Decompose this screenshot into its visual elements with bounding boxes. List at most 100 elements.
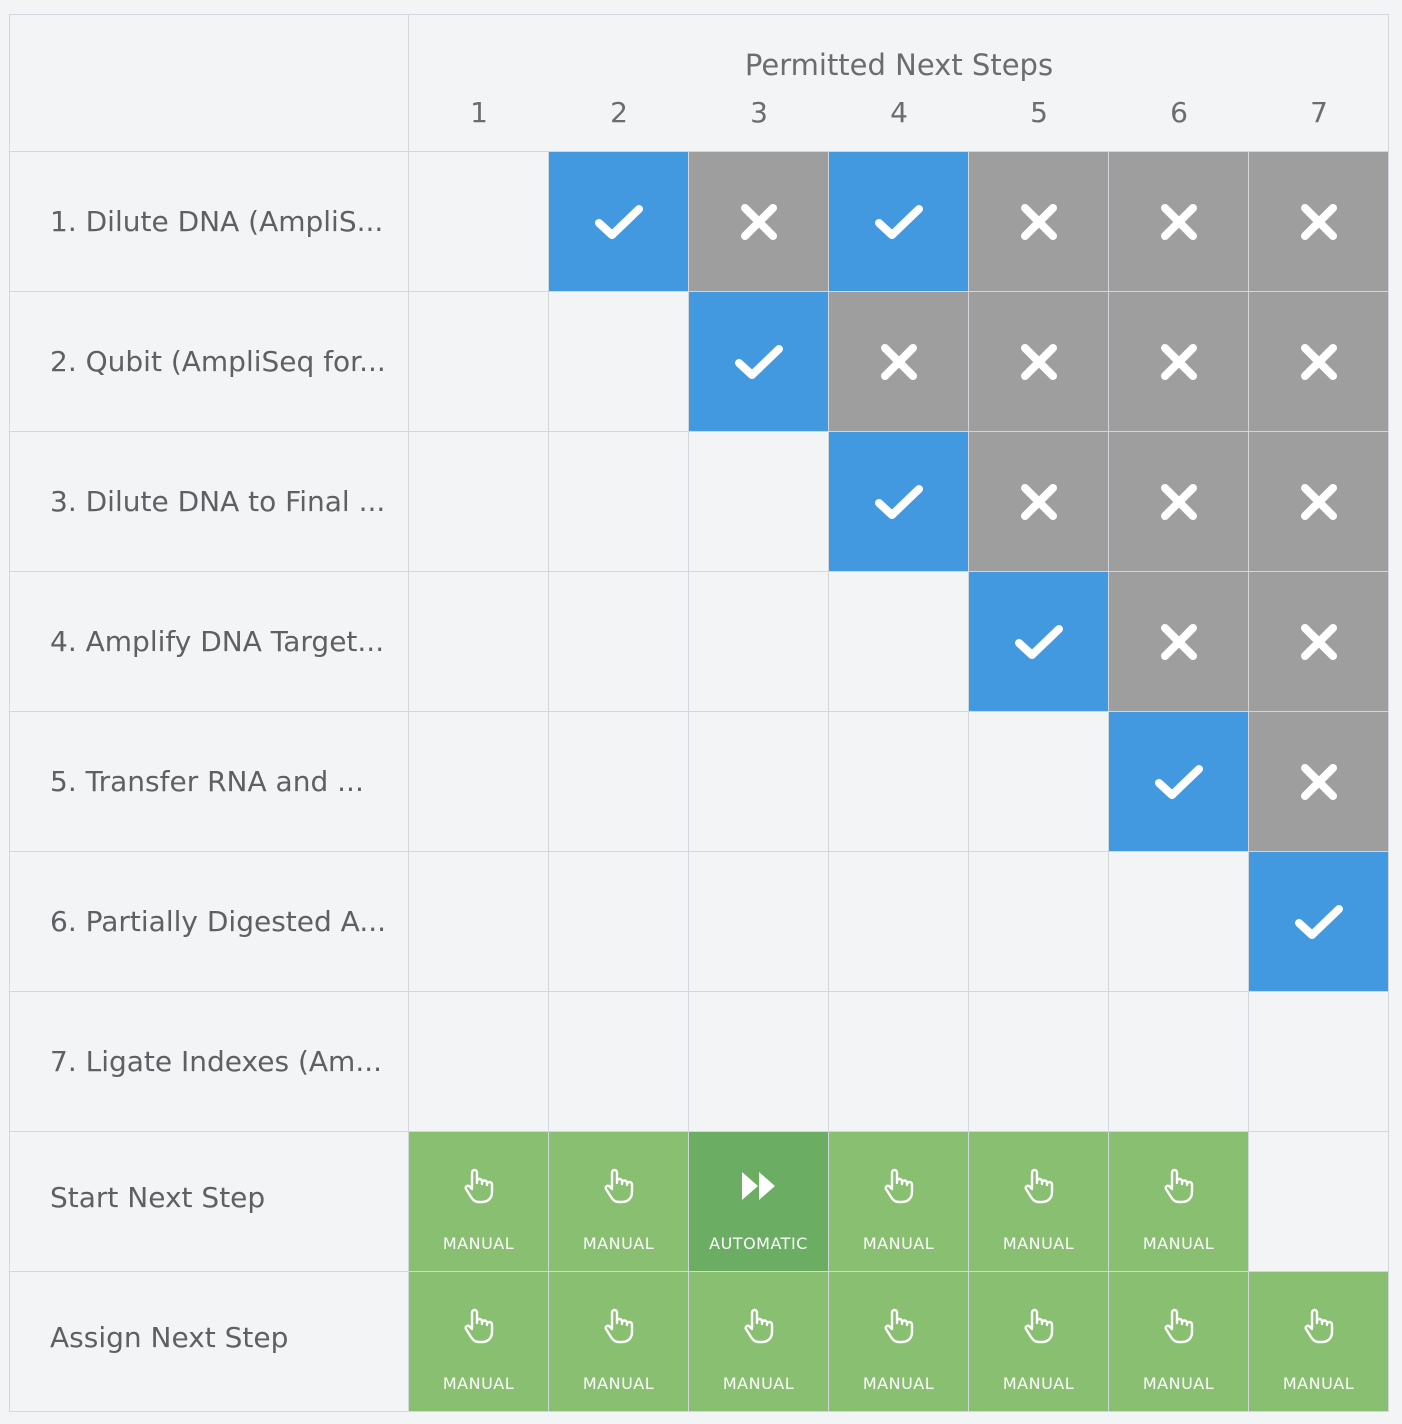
transition-cell-2-6[interactable] <box>1109 292 1249 432</box>
hand-pointer-icon <box>464 1168 493 1204</box>
icon-wrap <box>1159 1306 1199 1346</box>
icon-wrap <box>739 1306 779 1346</box>
transition-cell-2-5[interactable] <box>969 292 1109 432</box>
manual-button[interactable]: MANUAL <box>969 1272 1109 1412</box>
check-icon <box>874 484 923 519</box>
column-header-6: 6 <box>1170 96 1188 129</box>
x-icon <box>1020 203 1057 240</box>
icon-wrap <box>1299 1306 1339 1346</box>
transition-cell-3-6[interactable] <box>1109 432 1249 572</box>
check-icon <box>874 204 923 239</box>
automatic-button[interactable]: AUTOMATIC <box>689 1132 829 1272</box>
icon-wrap <box>459 1166 499 1206</box>
empty-cell <box>549 992 689 1132</box>
empty-cell <box>689 712 829 852</box>
transition-cell-1-5[interactable] <box>969 152 1109 292</box>
transition-cell-1-6[interactable] <box>1109 152 1249 292</box>
transition-cell-1-2[interactable] <box>549 152 689 292</box>
empty-cell <box>549 432 689 572</box>
manual-button[interactable]: MANUAL <box>549 1272 689 1412</box>
empty-cell <box>409 292 549 432</box>
check-icon <box>734 344 783 379</box>
transition-cell-5-6[interactable] <box>1109 712 1249 852</box>
x-icon <box>1300 203 1337 240</box>
mode-label: MANUAL <box>862 1234 935 1253</box>
x-icon <box>1160 203 1197 240</box>
empty-cell <box>409 572 549 712</box>
x-icon <box>1300 763 1337 800</box>
hand-pointer-icon <box>1024 1308 1053 1344</box>
transition-cell-4-7[interactable] <box>1249 572 1389 712</box>
row-label-cell <box>9 292 409 432</box>
mode-label: MANUAL <box>442 1374 515 1393</box>
empty-cell <box>1249 1132 1389 1272</box>
manual-button[interactable]: MANUAL <box>409 1272 549 1412</box>
mode-label: MANUAL <box>582 1374 655 1393</box>
transition-cell-3-5[interactable] <box>969 432 1109 572</box>
transition-cell-1-4[interactable] <box>829 152 969 292</box>
transition-cell-1-3[interactable] <box>689 152 829 292</box>
empty-cell <box>409 432 549 572</box>
empty-cell <box>969 712 1109 852</box>
hand-pointer-icon <box>464 1308 493 1344</box>
manual-button[interactable]: MANUAL <box>829 1132 969 1272</box>
mode-label: MANUAL <box>1142 1374 1215 1393</box>
transition-cell-4-6[interactable] <box>1109 572 1249 712</box>
transition-cell-6-7[interactable] <box>1249 852 1389 992</box>
row-label-cell <box>9 992 409 1132</box>
hand-pointer-icon <box>1164 1168 1193 1204</box>
check-icon <box>1294 904 1343 939</box>
transition-cell-2-7[interactable] <box>1249 292 1389 432</box>
row-label-cell <box>9 572 409 712</box>
icon-wrap <box>739 1166 779 1206</box>
empty-cell <box>969 852 1109 992</box>
empty-cell <box>409 852 549 992</box>
column-header-2: 2 <box>610 96 628 129</box>
check-icon <box>594 204 643 239</box>
check-icon <box>1154 764 1203 799</box>
row-label-cell <box>9 432 409 572</box>
mode-label: MANUAL <box>1142 1234 1215 1253</box>
transition-cell-3-7[interactable] <box>1249 432 1389 572</box>
hand-pointer-icon <box>1164 1308 1193 1344</box>
step-label-6: 6. Partially Digested A... <box>50 905 387 938</box>
mode-label: MANUAL <box>1002 1234 1075 1253</box>
hand-pointer-icon <box>884 1168 913 1204</box>
hand-pointer-icon <box>744 1308 773 1344</box>
x-icon <box>1300 343 1337 380</box>
transition-cell-2-3[interactable] <box>689 292 829 432</box>
fast-forward-icon <box>741 1172 775 1200</box>
empty-cell <box>689 572 829 712</box>
hand-pointer-icon <box>1304 1308 1333 1344</box>
manual-button[interactable]: MANUAL <box>409 1132 549 1272</box>
column-header-3: 3 <box>750 96 768 129</box>
empty-cell <box>1109 852 1249 992</box>
x-icon <box>1020 483 1057 520</box>
transition-cell-2-4[interactable] <box>829 292 969 432</box>
transition-cell-5-7[interactable] <box>1249 712 1389 852</box>
icon-wrap <box>459 1306 499 1346</box>
icon-wrap <box>1019 1166 1059 1206</box>
x-icon <box>1300 483 1337 520</box>
empty-cell <box>549 572 689 712</box>
manual-button[interactable]: MANUAL <box>1109 1132 1249 1272</box>
manual-button[interactable]: MANUAL <box>549 1132 689 1272</box>
column-header-1: 1 <box>470 96 488 129</box>
manual-button[interactable]: MANUAL <box>829 1272 969 1412</box>
header-title: Permitted Next Steps <box>744 48 1054 82</box>
manual-button[interactable]: MANUAL <box>1109 1272 1249 1412</box>
x-icon <box>1160 483 1197 520</box>
transition-cell-1-7[interactable] <box>1249 152 1389 292</box>
step-label-3: 3. Dilute DNA to Final ... <box>50 485 386 518</box>
step-label-4: 4. Amplify DNA Target... <box>50 625 385 658</box>
transition-cell-4-5[interactable] <box>969 572 1109 712</box>
row-label-cell <box>9 852 409 992</box>
column-header-5: 5 <box>1030 96 1048 129</box>
empty-cell <box>549 712 689 852</box>
manual-button[interactable]: MANUAL <box>969 1132 1109 1272</box>
transition-cell-3-4[interactable] <box>829 432 969 572</box>
mode-label: MANUAL <box>1002 1374 1075 1393</box>
check-icon <box>1014 624 1063 659</box>
manual-button[interactable]: MANUAL <box>1249 1272 1389 1412</box>
manual-button[interactable]: MANUAL <box>689 1272 829 1412</box>
